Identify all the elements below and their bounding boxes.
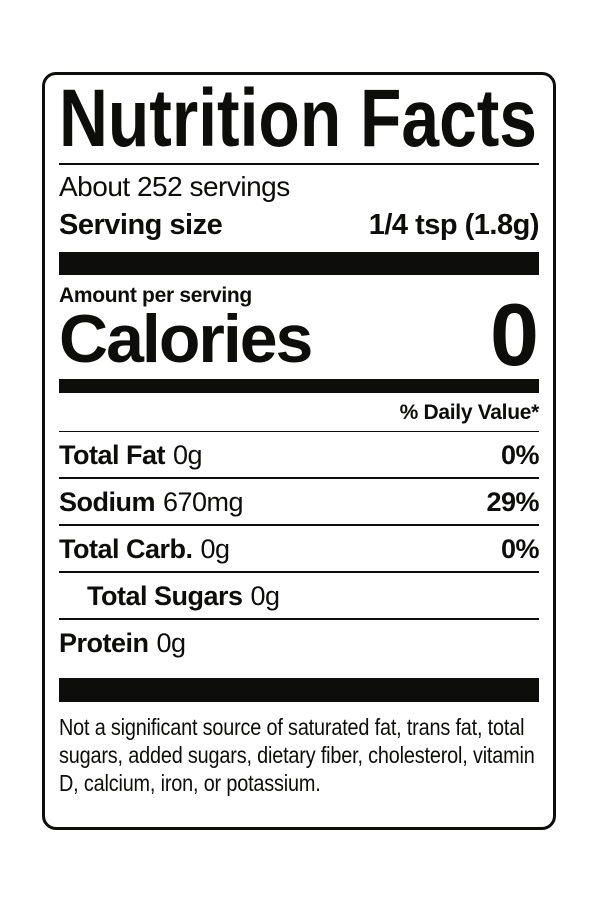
calories-label: Calories [59, 301, 313, 377]
nutrient-daily-value: 0% [500, 440, 540, 470]
nutrient-name: Total Sugars [87, 581, 243, 611]
daily-value-header: % Daily Value* [59, 393, 539, 432]
label-title: Nutrition Facts [59, 82, 537, 160]
separator-bar-thick-top [59, 252, 539, 275]
nutrient-name-amount: Total Fat 0g [59, 440, 203, 470]
nutrient-name-amount: Protein 0g [59, 628, 186, 658]
nutrient-amount: 0g [200, 534, 231, 564]
nutrient-name-amount: Sodium 670mg [59, 487, 244, 517]
nutrient-row-total-fat: Total Fat 0g 0% [59, 432, 540, 479]
calories-left-column: Amount per serving Calories [59, 284, 313, 377]
nutrient-row-sodium: Sodium 670mg 29% [59, 479, 539, 526]
nutrient-name: Protein [59, 628, 149, 658]
nutrient-daily-value: 0% [500, 534, 540, 564]
nutrient-row-total-sugars: Total Sugars 0g [59, 573, 539, 620]
nutrient-name-amount: Total Carb. 0g [59, 534, 230, 564]
serving-size-value: 1/4 tsp (1.8g) [368, 209, 540, 241]
calories-section: Amount per serving Calories 0 [59, 284, 539, 384]
separator-bar-medium [59, 379, 539, 393]
calories-value: 0 [490, 285, 539, 384]
nutrition-facts-label: Nutrition Facts About 252 servings Servi… [42, 72, 556, 830]
amount-per-serving-label: Amount per serving [59, 284, 252, 307]
serving-size-label: Serving size [59, 209, 223, 241]
nutrient-name: Total Carb. [59, 534, 193, 564]
serving-size-row: Serving size 1/4 tsp (1.8g) [59, 205, 540, 245]
nutrient-amount: 0g [156, 628, 187, 658]
separator-bar-thick-bottom [59, 678, 539, 702]
nutrient-daily-value: 29% [486, 487, 539, 517]
footnote-text: Not a significant source of saturated fa… [59, 714, 535, 796]
label-title-graphic: Nutrition Facts [59, 82, 537, 160]
nutrient-row-total-carb: Total Carb. 0g 0% [59, 526, 540, 573]
nutrient-amount: 670mg [163, 487, 244, 517]
nutrient-name-amount: Total Sugars 0g [87, 581, 280, 611]
servings-per-container: About 252 servings [59, 171, 290, 202]
nutrient-row-protein: Protein 0g [59, 620, 539, 665]
nutrient-amount: 0g [173, 440, 203, 470]
nutrient-name: Sodium [59, 487, 156, 517]
title-divider [59, 163, 539, 165]
nutrient-amount: 0g [250, 581, 281, 611]
nutrient-name: Total Fat [59, 440, 166, 470]
